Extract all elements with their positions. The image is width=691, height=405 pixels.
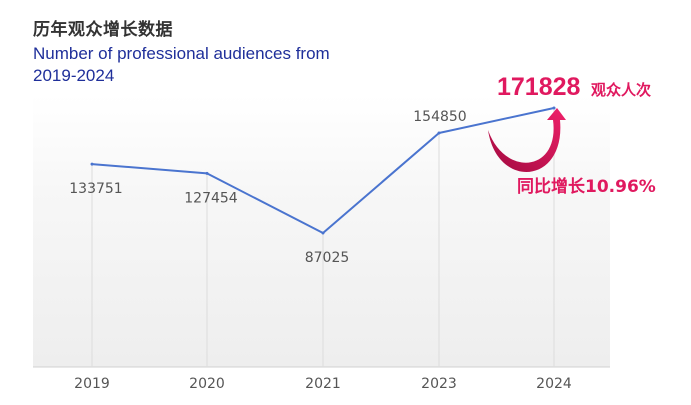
x-tick-labels: 2019 2020 2021 2023 2024 (74, 376, 572, 392)
data-label: 133751 (69, 181, 122, 197)
growth-arrow-icon (488, 108, 566, 173)
data-point (205, 171, 209, 175)
chart-title-cn: 历年观众增长数据 (33, 20, 173, 40)
highlight-unit: 观众人次 (591, 81, 652, 99)
x-tick-label: 2024 (536, 376, 572, 392)
data-point (552, 106, 556, 110)
x-tick-label: 2023 (421, 376, 457, 392)
data-labels: 133751 127454 87025 154850 (69, 106, 556, 266)
drop-lines (91, 108, 555, 367)
data-point (321, 231, 325, 235)
chart-title-en: Number of professional audiences from 20… (33, 44, 330, 85)
data-point (90, 162, 94, 166)
x-tick-label: 2021 (305, 376, 341, 392)
growth-text: 同比增长10.96% (517, 177, 656, 197)
data-label: 127454 (184, 190, 238, 206)
x-tick-label: 2019 (74, 376, 110, 392)
plot-background (33, 95, 610, 367)
data-label: 154850 (413, 109, 466, 125)
data-label: 87025 (305, 250, 350, 266)
highlight-value: 171828 (497, 73, 581, 101)
data-point (437, 131, 441, 135)
x-tick-label: 2020 (189, 376, 225, 392)
